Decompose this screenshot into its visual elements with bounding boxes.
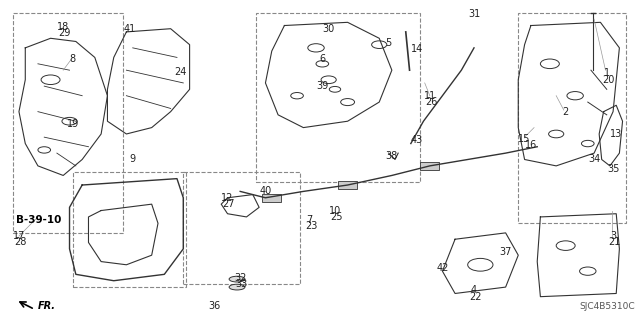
Text: 31: 31 xyxy=(468,9,480,19)
Text: 24: 24 xyxy=(174,67,186,77)
Text: 42: 42 xyxy=(436,263,449,273)
Text: 7: 7 xyxy=(307,215,313,225)
Text: 37: 37 xyxy=(499,247,512,257)
Text: 32: 32 xyxy=(234,272,246,283)
Text: 12: 12 xyxy=(221,193,234,203)
Bar xyxy=(420,162,439,170)
Text: 29: 29 xyxy=(58,28,70,39)
Text: 16: 16 xyxy=(525,140,537,150)
Text: 18: 18 xyxy=(57,22,69,32)
Text: 10: 10 xyxy=(329,205,341,216)
Text: 40: 40 xyxy=(259,186,271,197)
Text: SJC4B5310C: SJC4B5310C xyxy=(579,302,634,311)
Text: 23: 23 xyxy=(305,221,317,232)
Text: 13: 13 xyxy=(610,129,622,139)
Text: B-39-10: B-39-10 xyxy=(17,215,62,225)
Text: 11: 11 xyxy=(424,91,436,101)
Text: FR.: FR. xyxy=(38,300,56,311)
Text: 36: 36 xyxy=(209,301,221,311)
Text: 4: 4 xyxy=(471,285,477,295)
Bar xyxy=(262,194,281,202)
Bar xyxy=(183,172,300,284)
Text: 35: 35 xyxy=(607,164,620,174)
Text: 19: 19 xyxy=(67,119,79,130)
Text: 30: 30 xyxy=(323,24,335,34)
Text: 15: 15 xyxy=(518,134,531,144)
Text: 14: 14 xyxy=(411,44,423,55)
Text: 26: 26 xyxy=(425,97,437,107)
Text: 33: 33 xyxy=(236,279,248,289)
Bar xyxy=(256,13,420,182)
Text: 38: 38 xyxy=(386,151,398,161)
Bar xyxy=(73,172,186,287)
Text: 9: 9 xyxy=(130,154,136,165)
Text: 28: 28 xyxy=(15,237,27,248)
Bar xyxy=(338,181,357,189)
Text: 22: 22 xyxy=(470,292,482,302)
Text: 41: 41 xyxy=(124,24,136,34)
Text: 34: 34 xyxy=(588,154,600,165)
Bar xyxy=(518,13,626,223)
Text: 20: 20 xyxy=(602,75,614,85)
Text: 3: 3 xyxy=(610,231,616,241)
Text: 39: 39 xyxy=(316,81,328,91)
Text: 6: 6 xyxy=(319,54,325,64)
Text: 17: 17 xyxy=(13,231,25,241)
Text: 8: 8 xyxy=(70,54,76,64)
Text: 21: 21 xyxy=(608,237,621,248)
Text: 1: 1 xyxy=(604,68,610,78)
Bar xyxy=(13,13,124,233)
Text: 27: 27 xyxy=(223,199,235,209)
Text: 2: 2 xyxy=(563,107,569,117)
Text: 43: 43 xyxy=(411,135,423,145)
Text: 5: 5 xyxy=(385,38,392,48)
Text: 25: 25 xyxy=(331,212,343,222)
Ellipse shape xyxy=(229,276,245,282)
Ellipse shape xyxy=(229,284,245,290)
